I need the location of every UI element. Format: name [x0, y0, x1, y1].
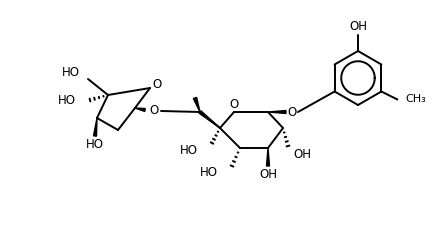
Text: O: O	[152, 77, 162, 90]
Text: HO: HO	[200, 167, 218, 180]
Text: HO: HO	[86, 139, 104, 152]
Text: CH₃: CH₃	[405, 94, 426, 105]
Text: O: O	[229, 98, 239, 111]
Polygon shape	[194, 97, 200, 112]
Polygon shape	[199, 111, 220, 128]
Polygon shape	[94, 118, 97, 136]
Polygon shape	[266, 148, 269, 166]
Text: HO: HO	[62, 67, 80, 80]
Text: O: O	[288, 105, 297, 118]
Text: HO: HO	[58, 93, 76, 106]
Polygon shape	[135, 108, 145, 111]
Text: OH: OH	[293, 148, 311, 160]
Text: O: O	[149, 105, 158, 118]
Polygon shape	[268, 110, 286, 114]
Text: OH: OH	[259, 169, 277, 181]
Text: OH: OH	[349, 21, 367, 34]
Text: HO: HO	[180, 143, 198, 156]
